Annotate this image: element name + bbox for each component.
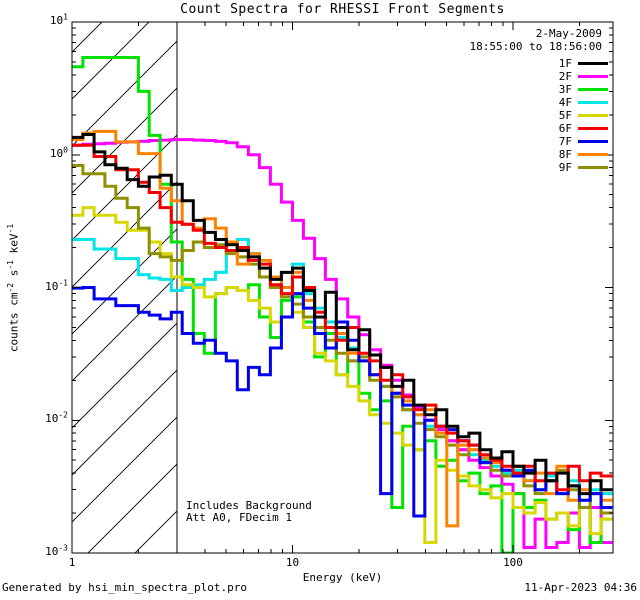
- x-tick-label: 1: [68, 556, 76, 569]
- y-tick-label: 100: [49, 145, 68, 160]
- legend-item-7F: 7F: [558, 135, 572, 148]
- x-tick-label: 100: [503, 556, 523, 569]
- spectrum-curve-1F: [72, 133, 613, 496]
- observation-time-range: 18:55:00 to 18:56:00: [469, 40, 602, 53]
- axis-ticks: [71, 21, 613, 554]
- footer-generator-credit: Generated by hsi_min_spectra_plot.pro: [2, 581, 248, 594]
- y-axis-title: counts cm-2 s-1 keV-1: [5, 223, 21, 353]
- legend-item-6F: 6F: [558, 122, 572, 135]
- observation-date: 2-May-2009: [535, 27, 602, 40]
- y-tick-label: 10-2: [45, 410, 68, 426]
- annotation-attenuator: Att A0, FDecim 1: [186, 511, 292, 524]
- spectrum-curve-5F: [72, 206, 613, 544]
- spectra-series-group: [72, 56, 613, 553]
- legend-item-3F: 3F: [558, 83, 572, 96]
- legend-item-1F: 1F: [558, 57, 572, 70]
- x-tick-label: 10: [285, 556, 300, 569]
- annotation-background: Includes Background: [186, 499, 312, 512]
- y-tick-label: 10-3: [45, 543, 68, 558]
- y-tick-label: 10-1: [45, 277, 68, 293]
- legend-item-8F: 8F: [558, 148, 572, 161]
- spectrum-curve-4F: [72, 238, 613, 502]
- spectrum-curve-6F: [72, 143, 613, 492]
- legend-item-4F: 4F: [558, 96, 572, 109]
- chart-title: Count Spectra for RHESSI Front Segments: [180, 2, 505, 17]
- y-tick-label: 101: [49, 12, 68, 27]
- footer-render-timestamp: 11-Apr-2023 04:36: [524, 581, 637, 594]
- x-axis-title: Energy (keV): [302, 571, 383, 584]
- legend-item-2F: 2F: [558, 70, 572, 83]
- legend-item-9F: 9F: [558, 161, 572, 174]
- legend-item-5F: 5F: [558, 109, 572, 122]
- hatched-region: [72, 22, 178, 553]
